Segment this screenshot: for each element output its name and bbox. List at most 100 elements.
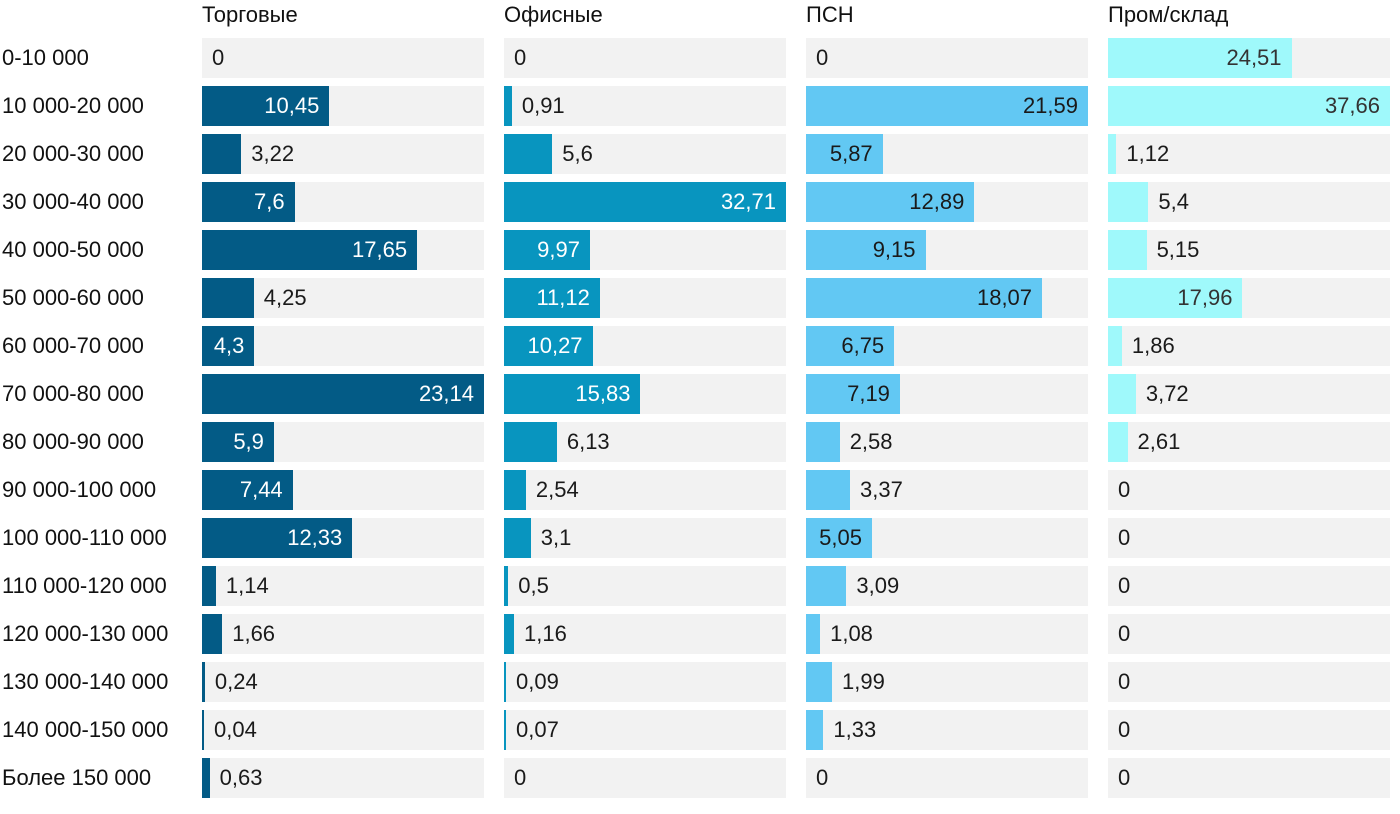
bar-track: 7,19 [806, 374, 1088, 414]
data-label: 0 [1118, 717, 1131, 742]
data-label: 11,12 [536, 285, 590, 310]
bar-track: 17,96 [1108, 278, 1390, 318]
bar [806, 422, 840, 462]
bar-track: 1,86 [1108, 326, 1390, 366]
bar-track: 5,9 [202, 422, 484, 462]
bar [1108, 230, 1147, 270]
data-label: 0,24 [214, 669, 258, 694]
data-label: 0 [1118, 477, 1131, 502]
bar-track: 1,08 [806, 614, 1088, 654]
data-label: 3,09 [856, 573, 900, 598]
series-header: ПСН [806, 2, 854, 27]
data-label: 0 [212, 45, 225, 70]
bar-track: 0 [1108, 614, 1390, 654]
data-label: 5,4 [1158, 189, 1190, 214]
bar [504, 182, 786, 222]
bar-track: 0 [202, 38, 484, 78]
bar-track: 0,91 [504, 86, 786, 126]
bar [806, 134, 883, 174]
bar [202, 374, 484, 414]
bar-track: 0 [1108, 710, 1390, 750]
bar [504, 374, 641, 414]
bar [1108, 182, 1149, 222]
bar [806, 278, 1043, 318]
bar-track: 2,61 [1108, 422, 1390, 462]
bar-track: 37,66 [1108, 86, 1390, 126]
bar-track: 0 [1108, 758, 1390, 798]
bar-track: 1,99 [806, 662, 1088, 702]
bar-track: 5,6 [504, 134, 786, 174]
bar [504, 86, 512, 126]
bar [504, 662, 506, 702]
category-label: 20 000-30 000 [2, 141, 144, 166]
bar-track: 2,58 [806, 422, 1088, 462]
series-header: Торговые [202, 2, 298, 27]
data-label: 0 [1118, 669, 1131, 694]
data-label: 9,97 [537, 237, 580, 262]
bar-track: 1,12 [1108, 134, 1390, 174]
data-label: 24,51 [1226, 45, 1282, 70]
data-label: 18,07 [976, 285, 1033, 310]
bar-track: 18,07 [806, 278, 1088, 318]
bar-track: 10,27 [504, 326, 786, 366]
data-label: 0,04 [214, 717, 257, 742]
bar-track: 1,16 [504, 614, 786, 654]
bar [1108, 422, 1128, 462]
bar [806, 230, 926, 270]
bar-track: 17,65 [202, 230, 484, 270]
bar-track: 3,1 [504, 518, 786, 558]
bar-track: 9,15 [806, 230, 1088, 270]
bar-track: 5,05 [806, 518, 1088, 558]
data-label: 0 [514, 45, 527, 70]
bar-track: 1,66 [202, 614, 484, 654]
series-header: Офисные [504, 2, 603, 27]
category-label: 10 000-20 000 [2, 93, 144, 118]
data-label: 1,66 [232, 621, 276, 646]
bar [806, 566, 847, 606]
bar [504, 710, 506, 750]
data-label: 1,33 [833, 717, 877, 742]
bar-track: 0,5 [504, 566, 786, 606]
data-label: 0,63 [219, 765, 263, 790]
data-label: 6,13 [566, 429, 610, 454]
data-label: 0,07 [516, 717, 559, 742]
bar-track: 12,33 [202, 518, 484, 558]
data-label: 17,65 [352, 237, 408, 262]
bar-track: 0 [504, 758, 786, 798]
bar [202, 614, 223, 654]
category-label: 120 000-130 000 [2, 621, 169, 646]
bar [806, 614, 821, 654]
bar [504, 278, 600, 318]
category-label: 0-10 000 [2, 45, 89, 70]
bar-track: 1,14 [202, 566, 484, 606]
data-label: 12,89 [909, 189, 965, 214]
data-label: 2,54 [535, 477, 579, 502]
bar-track: 6,75 [806, 326, 1088, 366]
bar-track: 0 [806, 758, 1088, 798]
bar [504, 422, 557, 462]
data-label: 3,22 [251, 141, 295, 166]
category-label: 80 000-90 000 [2, 429, 144, 454]
data-label: 5,05 [819, 525, 862, 550]
bar-track: 0,24 [202, 662, 484, 702]
bar-track: 0 [1108, 518, 1390, 558]
data-label: 0 [1118, 525, 1131, 550]
series-header: Пром/склад [1108, 2, 1229, 27]
bar-track: 0 [1108, 470, 1390, 510]
bar [1108, 374, 1136, 414]
bar-track: 12,89 [806, 182, 1088, 222]
bar [202, 518, 353, 558]
data-label: 0 [816, 45, 829, 70]
bar-track: 11,12 [504, 278, 786, 318]
bar [1108, 86, 1390, 126]
data-label: 0 [1118, 573, 1131, 598]
bar-track: 5,15 [1108, 230, 1390, 270]
data-label: 37,66 [1324, 93, 1380, 118]
data-label: 0 [514, 765, 527, 790]
data-label: 0,91 [521, 93, 565, 118]
data-label: 2,58 [849, 429, 893, 454]
data-label: 1,12 [1126, 141, 1170, 166]
bar-track: 6,13 [504, 422, 786, 462]
data-label: 5,15 [1156, 237, 1200, 262]
data-label: 2,61 [1137, 429, 1181, 454]
